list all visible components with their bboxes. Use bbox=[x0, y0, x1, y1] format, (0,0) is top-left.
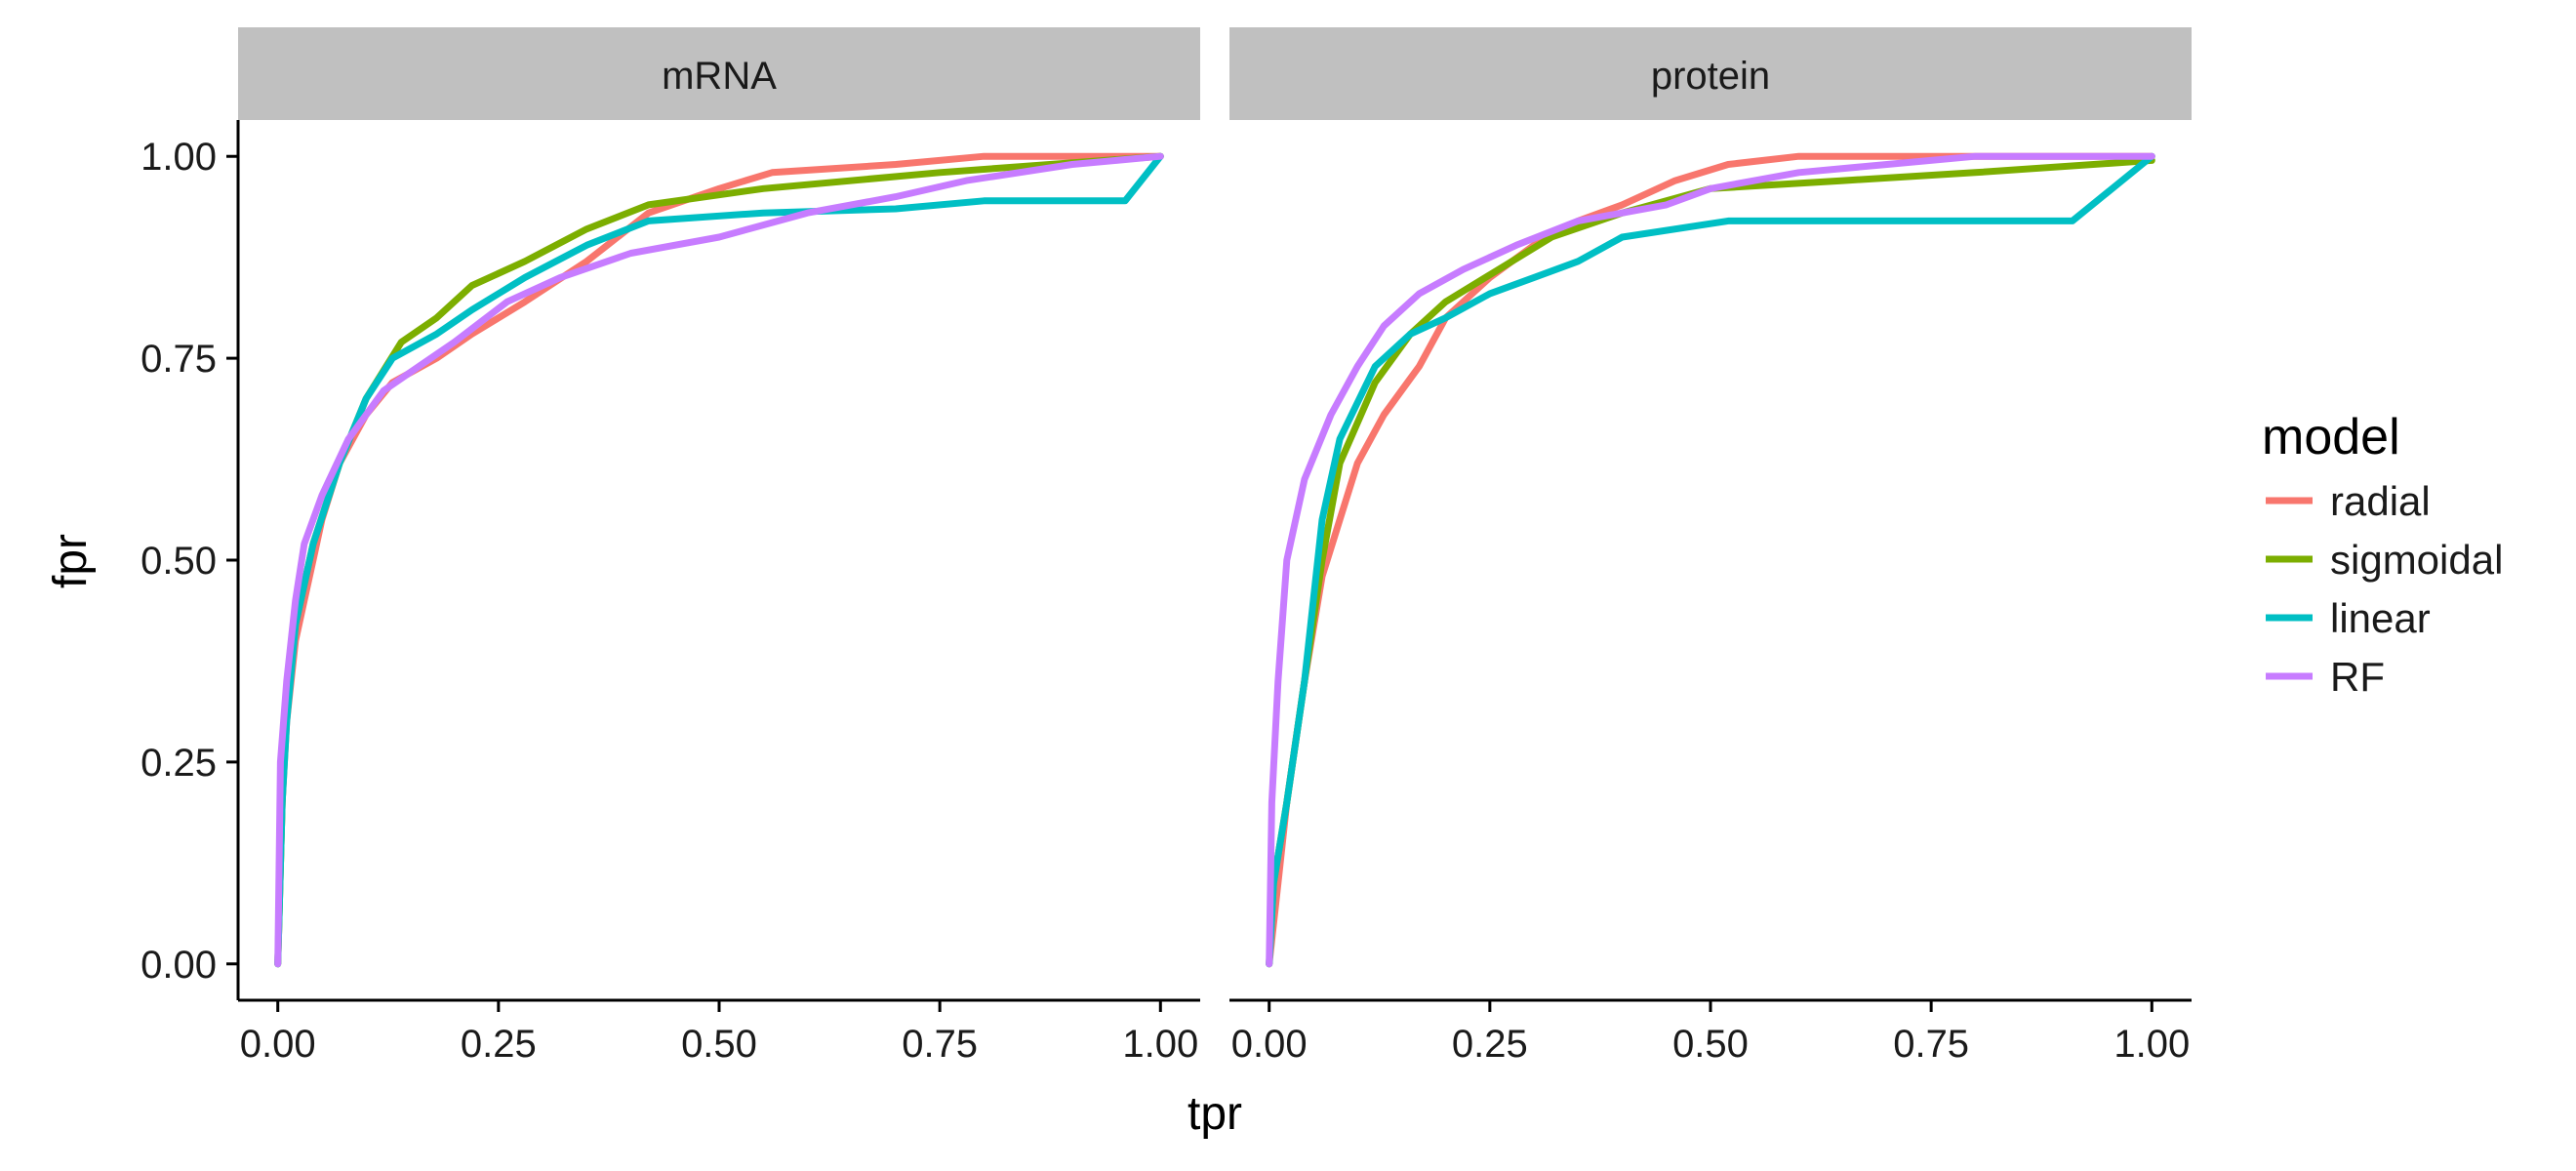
x-tick-label: 1.00 bbox=[2113, 1023, 2190, 1066]
y-tick-label: 0.00 bbox=[141, 944, 217, 987]
x-tick-label: 0.00 bbox=[1231, 1023, 1308, 1066]
legend-label-linear: linear bbox=[2330, 595, 2431, 641]
series-line-rf bbox=[274, 152, 1164, 968]
y-tick-label: 0.75 bbox=[141, 338, 217, 381]
y-tick-label: 0.50 bbox=[141, 540, 217, 583]
x-ticks-mrna: 0.00 0.25 0.50 0.75 1.00 bbox=[240, 1000, 1198, 1066]
legend-entries: radial sigmoidal linear RF bbox=[2266, 478, 2503, 700]
y-tick-label: 1.00 bbox=[141, 136, 217, 179]
x-tick-label: 0.75 bbox=[1893, 1023, 1969, 1066]
series-lines-protein bbox=[1266, 152, 2155, 968]
strip-label-mrna: mRNA bbox=[662, 55, 777, 98]
strip-label-protein: protein bbox=[1651, 55, 1770, 98]
series-line-sigmoidal bbox=[1266, 156, 2155, 968]
x-tick-label: 0.00 bbox=[240, 1023, 316, 1066]
series-line-radial bbox=[1266, 152, 2155, 968]
legend: model radial sigmoidal linear RF bbox=[2262, 409, 2503, 700]
x-tick-label: 1.00 bbox=[1122, 1023, 1198, 1066]
x-tick-label: 0.75 bbox=[902, 1023, 978, 1066]
x-ticks-protein: 0.00 0.25 0.50 0.75 1.00 bbox=[1231, 1000, 2190, 1066]
x-tick-label: 0.25 bbox=[461, 1023, 537, 1066]
strip-mrna bbox=[238, 27, 1200, 120]
y-tick-label: 0.25 bbox=[141, 742, 217, 785]
x-axis-title: tpr bbox=[1187, 1088, 1242, 1140]
legend-label-rf: RF bbox=[2330, 654, 2385, 700]
x-tick-label: 0.25 bbox=[1452, 1023, 1528, 1066]
legend-label-radial: radial bbox=[2330, 478, 2431, 524]
legend-title: model bbox=[2262, 409, 2400, 465]
series-line-linear bbox=[1266, 152, 2155, 968]
series-lines-mrna bbox=[274, 152, 1164, 968]
facet-mrna: mRNA 0.00 0.25 0.50 0.75 1.00 bbox=[236, 27, 1200, 1066]
x-tick-label: 0.50 bbox=[1672, 1023, 1749, 1066]
facet-protein: protein 0.00 0.25 0.50 0.75 1.00 bbox=[1229, 27, 2192, 1066]
y-axis-title: fpr bbox=[45, 534, 97, 588]
series-line-sigmoidal bbox=[274, 152, 1164, 968]
series-line-rf bbox=[1266, 152, 2155, 968]
strip-protein bbox=[1229, 27, 2192, 120]
legend-label-sigmoidal: sigmoidal bbox=[2330, 537, 2503, 583]
x-tick-label: 0.50 bbox=[681, 1023, 757, 1066]
series-line-radial bbox=[274, 152, 1164, 968]
y-ticks: 0.00 0.25 0.50 0.75 1.00 bbox=[141, 136, 238, 987]
series-line-linear bbox=[274, 152, 1164, 968]
